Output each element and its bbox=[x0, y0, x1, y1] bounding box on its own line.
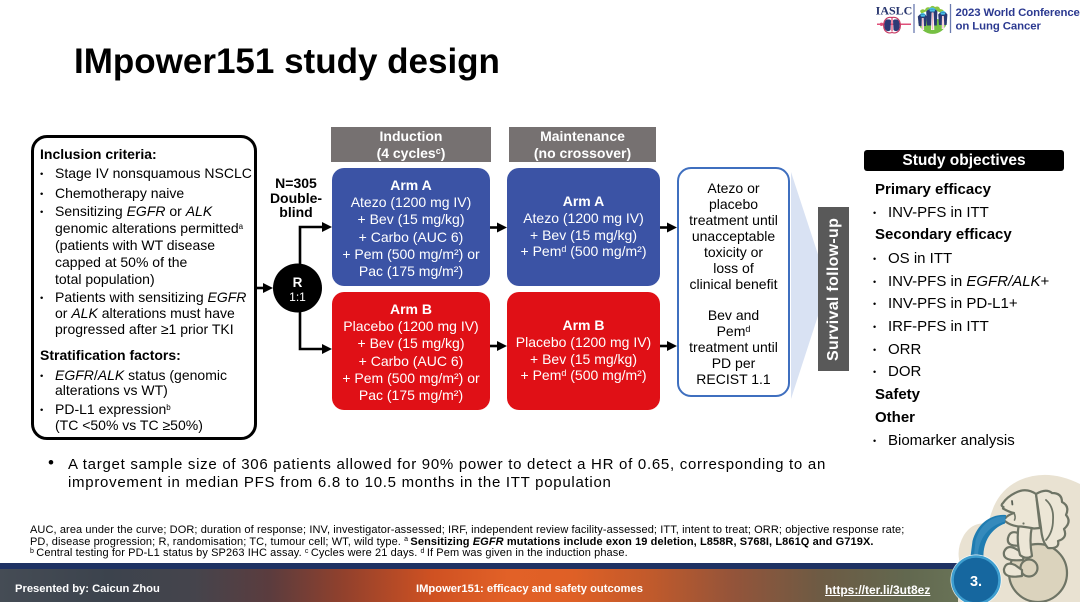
svg-text:3.: 3. bbox=[970, 574, 982, 590]
svg-text:1:1: 1:1 bbox=[289, 290, 306, 304]
svg-text:2023 World Conference: 2023 World Conference bbox=[956, 7, 1080, 19]
svg-text:IASLC: IASLC bbox=[876, 4, 913, 18]
svg-text:on Lung Cancer: on Lung Cancer bbox=[956, 21, 1042, 33]
svg-text:R: R bbox=[293, 275, 303, 290]
